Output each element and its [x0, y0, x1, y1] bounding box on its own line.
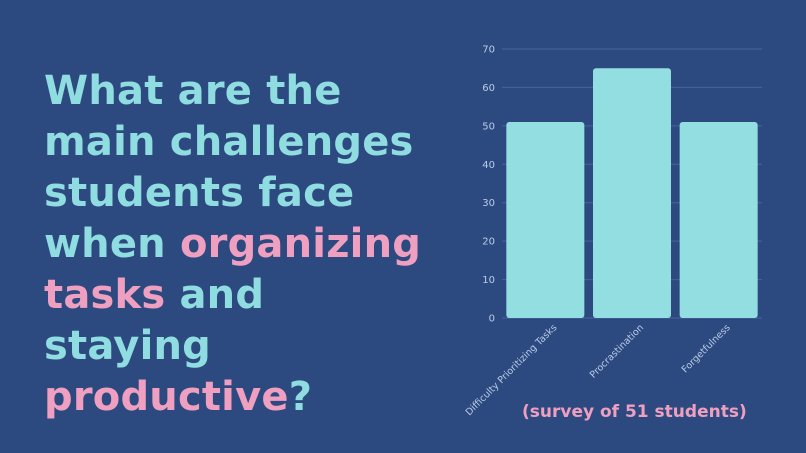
question-part: and staying — [44, 272, 265, 369]
y-tick-label: 40 — [482, 160, 495, 171]
bar — [593, 68, 671, 318]
x-category-label: Forgetfulness — [680, 322, 733, 375]
survey-caption: (survey of 51 students) — [522, 402, 747, 422]
bars — [506, 68, 758, 318]
y-axis-ticks: 0 10 20 30 40 50 60 70 — [482, 45, 495, 325]
y-tick-label: 10 — [482, 275, 495, 286]
question-title: What are the main challenges students fa… — [44, 66, 444, 423]
x-category-label: Procrastination — [588, 322, 646, 380]
y-tick-label: 60 — [482, 83, 495, 94]
question-part: organizing — [179, 221, 422, 267]
y-tick-label: 30 — [482, 198, 495, 209]
question-part: What are the main challenges students fa… — [44, 68, 414, 267]
question-part: productive — [44, 374, 289, 420]
y-tick-label: 50 — [482, 121, 495, 132]
bar — [506, 122, 585, 318]
y-tick-label: 70 — [482, 45, 495, 56]
y-tick-label: 20 — [482, 237, 495, 248]
y-tick-label: 0 — [489, 314, 495, 325]
question-part: ? — [288, 374, 313, 420]
bar — [679, 122, 758, 318]
question-part: tasks — [44, 272, 166, 318]
